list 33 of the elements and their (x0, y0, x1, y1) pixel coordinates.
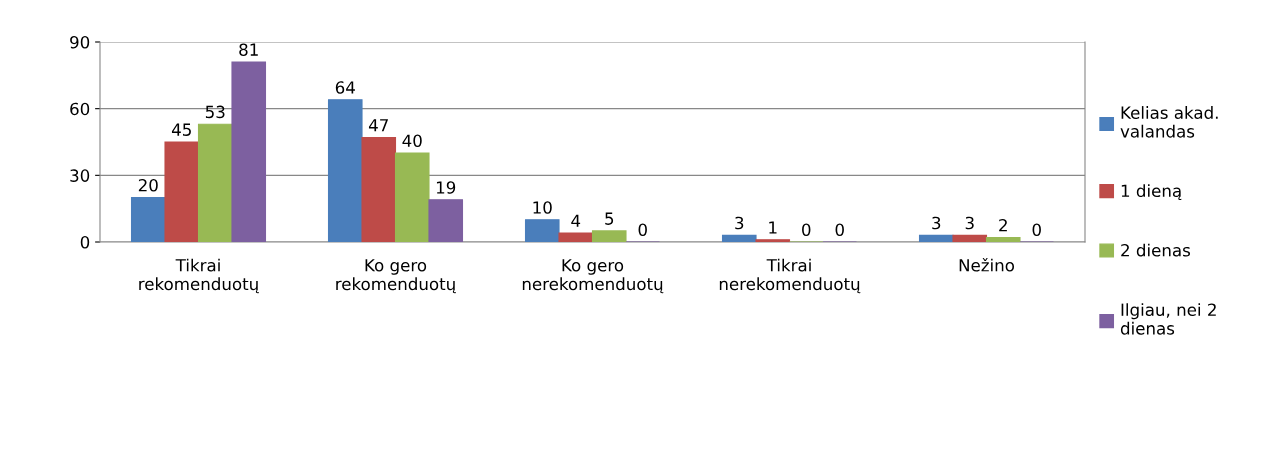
data-label: 47 (368, 119, 388, 132)
data-label: 3 (965, 216, 974, 230)
data-label: 19 (436, 181, 456, 194)
legend-label: 1 dieną (1121, 184, 1182, 201)
data-label: 0 (802, 223, 811, 236)
legend-label: Ilgiau, nei 2 dienas (1120, 303, 1216, 335)
legend-label: Kelias akad. valandas (1120, 106, 1218, 138)
data-label: 20 (138, 178, 158, 192)
data-label: 81 (239, 43, 258, 56)
data-label: 64 (335, 81, 355, 94)
legend-label: 2 dienas (1121, 243, 1191, 257)
y-tick-label: 90 (70, 35, 90, 49)
x-tick-label: Tikrai nerekomenduotų (719, 258, 861, 294)
x-tick-label: Nežino (959, 258, 1015, 272)
data-label: 0 (638, 223, 647, 236)
data-label: 1 (769, 221, 777, 234)
data-label: 4 (571, 214, 581, 227)
y-tick-label: 30 (70, 169, 90, 182)
x-tick-label: Ko gero rekomenduotų (336, 259, 456, 294)
data-label: 10 (533, 201, 552, 214)
x-tick-label: Ko gero nerekomenduotų (522, 259, 664, 294)
data-label: 0 (835, 223, 844, 236)
data-label: 0 (1032, 223, 1041, 236)
data-label: 53 (205, 105, 225, 119)
data-label: 40 (402, 134, 422, 148)
y-tick-label: 0 (80, 235, 90, 249)
data-label: 3 (735, 216, 744, 230)
y-tick-label: 60 (70, 102, 90, 116)
data-label: 45 (171, 123, 191, 136)
x-tick-label: Tikrai rekomenduotų (139, 258, 259, 294)
data-label: 2 (999, 218, 1007, 232)
data-label: 5 (605, 212, 614, 225)
data-label: 3 (932, 216, 941, 230)
